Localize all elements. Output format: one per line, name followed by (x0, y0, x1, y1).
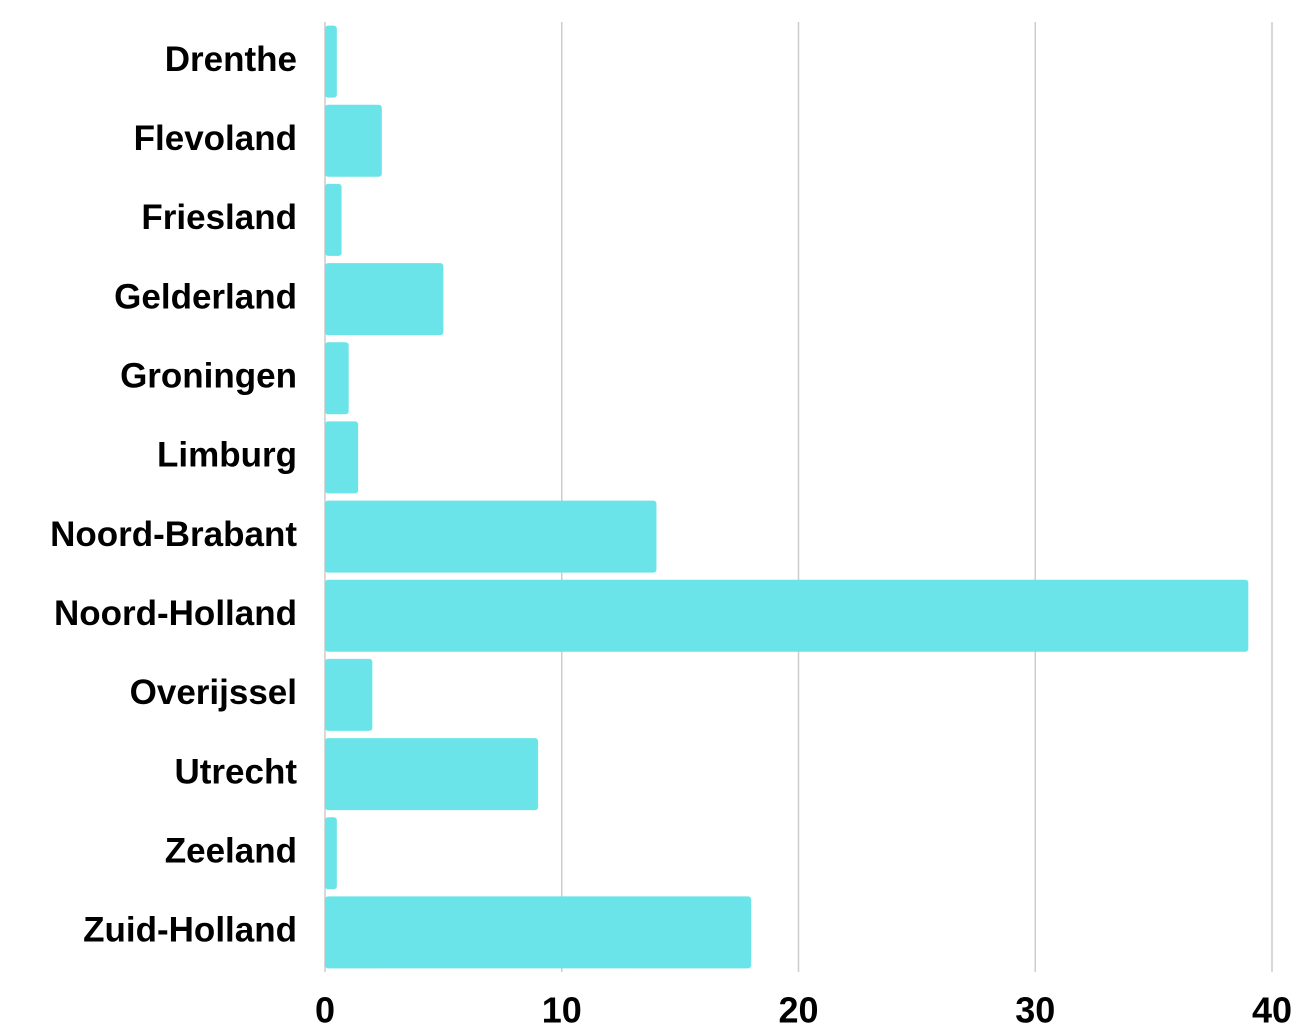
bar (325, 738, 539, 811)
bar (325, 579, 1249, 652)
y-tick-label: Zuid-Holland (83, 911, 297, 950)
x-tick-label: 0 (315, 990, 335, 1029)
bar (325, 25, 337, 98)
x-tick-label: 30 (1015, 990, 1055, 1029)
y-tick-label: Utrecht (174, 752, 297, 791)
bar (325, 658, 373, 731)
bar (325, 896, 752, 969)
y-tick-label: Noord-Brabant (50, 515, 297, 554)
bar (325, 500, 657, 573)
y-tick-label: Groningen (120, 357, 297, 396)
y-tick-label: Drenthe (165, 40, 297, 79)
y-tick-label: Limburg (157, 436, 297, 475)
y-tick-label: Friesland (141, 198, 297, 237)
bar (325, 263, 444, 336)
y-tick-label: Zeeland (165, 832, 297, 871)
bar (325, 342, 349, 415)
y-tick-label: Flevoland (134, 119, 297, 158)
bar (325, 183, 342, 256)
x-tick-label: 10 (542, 990, 582, 1029)
bar (325, 104, 382, 177)
bar (325, 817, 337, 890)
y-tick-label: Noord-Holland (54, 594, 297, 633)
y-tick-label: Overijssel (130, 673, 297, 712)
x-tick-label: 40 (1252, 990, 1292, 1029)
bar (325, 421, 359, 494)
x-tick-label: 20 (778, 990, 818, 1029)
y-tick-label: Gelderland (114, 277, 297, 316)
